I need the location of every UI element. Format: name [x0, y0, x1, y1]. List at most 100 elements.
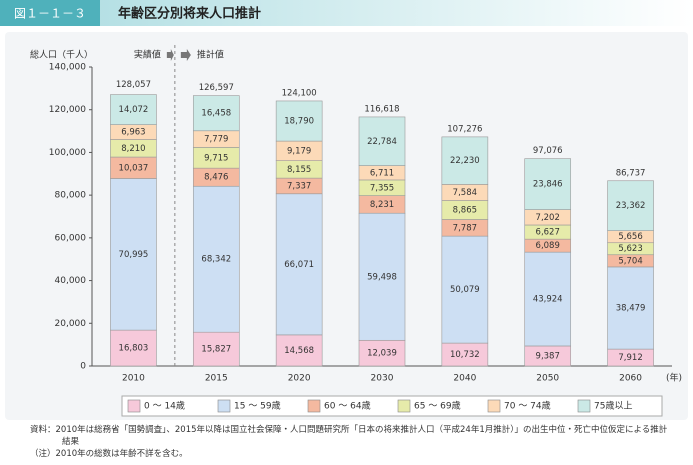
legend-swatch	[487, 399, 501, 413]
data-label: 23,846	[533, 180, 563, 190]
x-tick-label: 2040	[453, 374, 476, 384]
bar-segment	[607, 266, 654, 350]
figure-label: 図１－１－３	[14, 7, 86, 21]
data-label: 7,355	[370, 183, 394, 193]
data-label: 7,779	[204, 135, 228, 145]
chart-title: 年齢区分別将来人口推計	[118, 6, 261, 22]
data-label: 23,362	[616, 201, 646, 211]
data-label: 6,627	[536, 228, 560, 238]
bar-segment	[192, 185, 240, 333]
legend-box	[121, 395, 663, 417]
data-label: 8,231	[370, 200, 394, 210]
data-label: 10,037	[119, 163, 149, 173]
x-tick-label: 2010	[122, 374, 145, 384]
header-bar	[0, 0, 693, 26]
legend-swatch	[127, 399, 141, 413]
data-label: 15,827	[201, 345, 231, 355]
data-label: 14,568	[284, 346, 314, 356]
x-tick-label: 2060	[619, 374, 642, 384]
y-tick-label: 0	[80, 362, 86, 372]
annotation: 推計値	[197, 49, 224, 61]
data-label: 8,865	[453, 206, 477, 216]
bar-segment	[275, 193, 323, 336]
y-tick-label: 40,000	[55, 276, 87, 286]
data-label: 10,732	[450, 350, 480, 360]
bar-segment	[192, 331, 240, 367]
data-label: 16,458	[201, 109, 231, 119]
data-label: 8,210	[121, 144, 145, 154]
bar-segment	[441, 235, 489, 344]
note: （注）2010年の総数は年齢不詳を含む。	[30, 449, 188, 459]
data-label: 43,924	[533, 295, 563, 305]
data-label: 7,787	[453, 223, 477, 233]
bar-segment	[524, 251, 572, 347]
total-label: 128,057	[116, 80, 151, 90]
data-label: 7,584	[453, 188, 477, 198]
x-tick-label: 2050	[536, 374, 559, 384]
data-label: 50,079	[450, 285, 480, 295]
x-tick-label: 2020	[288, 374, 311, 384]
legend-label: 0 ～ 14歳	[144, 400, 185, 412]
data-label: 12,039	[367, 349, 397, 359]
data-label: 6,711	[370, 168, 394, 178]
y-tick-label: 120,000	[49, 105, 86, 115]
legend-label: 60 ～ 64歳	[324, 400, 371, 412]
data-label: 14,072	[119, 105, 149, 115]
bar-segment	[441, 136, 489, 185]
data-label: 6,089	[536, 241, 560, 251]
data-label: 7,337	[287, 181, 311, 191]
bar-segment	[358, 212, 406, 341]
chart: 図１－１－３ 年齢区分別将来人口推計 総人口（千人） 0 20,000 40,000…	[0, 0, 693, 420]
data-label: 22,230	[450, 156, 480, 166]
total-label: 126,597	[199, 83, 234, 93]
y-axis-label: 総人口（千人）	[30, 49, 93, 61]
x-tick-label: 2030	[371, 374, 394, 384]
bar-segment	[358, 339, 406, 367]
y-tick-label: 80,000	[55, 191, 87, 201]
data-label: 6,963	[121, 128, 145, 138]
legend-swatch	[217, 399, 231, 413]
data-label: 8,155	[287, 165, 311, 175]
data-label: 5,704	[618, 256, 642, 266]
data-label: 59,498	[367, 272, 397, 282]
y-tick-label: 140,000	[49, 63, 86, 73]
arrow	[166, 49, 174, 61]
legend-label: 75歳以上	[594, 400, 632, 412]
bar-segment	[275, 100, 323, 142]
panel	[5, 32, 688, 420]
total-label: 107,276	[447, 124, 482, 134]
data-label: 5,623	[618, 244, 642, 254]
total-label: 116,618	[364, 104, 399, 114]
data-label: 5,656	[618, 232, 642, 242]
data-label: 38,479	[616, 304, 646, 314]
data-label: 9,179	[287, 146, 311, 156]
data-label: 9,715	[204, 153, 228, 163]
x-tick-label: 2015	[205, 374, 228, 384]
total-label: 97,076	[533, 146, 563, 156]
bar-segment	[524, 158, 572, 210]
legend-swatch	[397, 399, 411, 413]
y-tick-label: 20,000	[55, 319, 87, 329]
data-label: 7,912	[618, 353, 642, 363]
legend-label: 70 ～ 74歳	[504, 400, 551, 412]
bar-segment	[110, 94, 157, 125]
data-label: 70,995	[119, 250, 149, 260]
y-tick-label: 60,000	[55, 233, 87, 243]
note: 資料：2010年は総務省「国勢調査」、2015年以降は国立社会保障・人口問題研究…	[30, 425, 668, 447]
data-label: 68,342	[201, 255, 231, 265]
legend-swatch	[577, 399, 591, 413]
data-label: 8,476	[204, 173, 228, 183]
legend-label: 65 ～ 69歳	[414, 400, 461, 412]
legend-label: 15 ～ 59歳	[234, 400, 281, 412]
data-label: 9,387	[536, 351, 560, 361]
figure-label-box	[0, 0, 100, 26]
notes: 資料：2010年は総務省「国勢調査」、2015年以降は国立社会保障・人口問題研究…	[30, 424, 670, 460]
bar-segment	[607, 180, 654, 231]
x-axis-label: (年)	[666, 372, 682, 384]
bar-segment	[358, 116, 406, 166]
annotation: 実績値	[134, 49, 161, 61]
data-label: 66,071	[284, 260, 314, 270]
bar-segment	[192, 95, 240, 132]
arrow	[180, 49, 191, 61]
